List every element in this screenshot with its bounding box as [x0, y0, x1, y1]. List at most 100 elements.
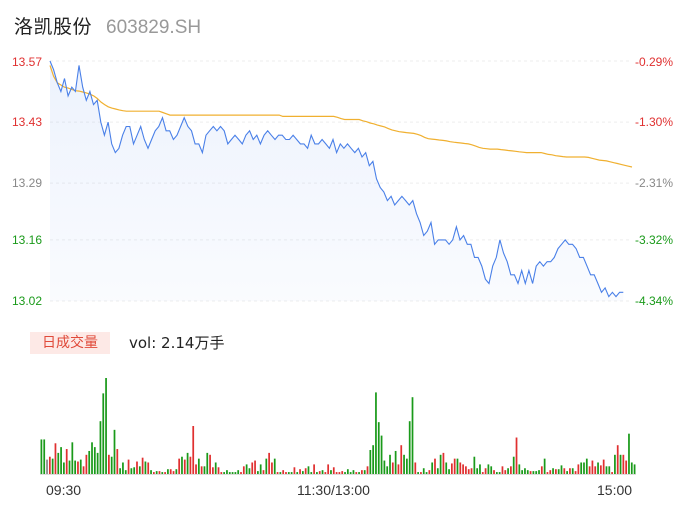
y2-tick-label: -1.30% [635, 115, 673, 129]
volume-bar [57, 452, 60, 474]
volume-bar [183, 459, 186, 474]
volume-bar [549, 470, 552, 474]
volume-bar [43, 439, 46, 474]
volume-bar [65, 449, 68, 474]
volume-bar [338, 472, 341, 474]
volume-bar [240, 472, 242, 474]
volume-bar [330, 470, 332, 474]
volume-bar [234, 472, 237, 474]
volume-bar [48, 456, 51, 474]
volume-bar [372, 445, 375, 474]
volume-bar [493, 470, 495, 474]
volume-bar [476, 468, 479, 474]
volume-bar [231, 472, 234, 474]
volume-bar [386, 466, 389, 474]
volume-bar [91, 442, 93, 474]
volume-bar [538, 470, 540, 474]
volume-bar [420, 472, 422, 474]
volume-bar [622, 454, 625, 474]
volume-bar [262, 470, 265, 474]
volume-bar [434, 458, 436, 474]
volume-bar [82, 466, 85, 474]
stock-name: 洛凯股份 [14, 16, 93, 38]
volume-bar [310, 472, 313, 474]
volume-bar [361, 470, 363, 474]
volume-bar [287, 472, 290, 474]
volume-bar [445, 462, 448, 474]
stock-code: 603829.SH [106, 17, 202, 38]
volume-bar [74, 460, 77, 474]
volume-bar [487, 464, 490, 474]
volume-bar [507, 468, 509, 474]
volume-bar [93, 447, 96, 474]
volume-bar [212, 467, 214, 474]
volume-bar [383, 460, 386, 474]
volume-bar [105, 378, 107, 474]
volume-bar [332, 467, 335, 474]
volume-bar [540, 466, 543, 474]
price-line [49, 60, 624, 298]
volume-bar [133, 467, 136, 474]
volume-bar [614, 454, 616, 474]
volume-bar [608, 466, 611, 474]
volume-bar [150, 470, 152, 474]
volume-bar [462, 464, 464, 474]
volume-bar [116, 449, 119, 474]
volume-bar [436, 468, 439, 474]
volume-bar [203, 466, 206, 474]
volume-tab-badge[interactable]: 日成交量 [30, 332, 110, 354]
volume-bar [439, 454, 442, 474]
volume-bar [552, 468, 554, 474]
volume-bar [88, 450, 91, 474]
volume-bar [299, 469, 301, 474]
volume-bar [251, 462, 254, 474]
volume-bar [99, 421, 102, 474]
volume-bar [316, 472, 318, 474]
volume-bar [68, 460, 71, 474]
y2-tick-label: -2.31% [635, 176, 673, 190]
volume-bar [226, 470, 228, 474]
stock-header: 洛凯股份 603829.SH [14, 12, 201, 40]
volume-bar [588, 466, 591, 474]
volume-bar [144, 461, 147, 474]
volume-bar [321, 470, 324, 474]
average-price-line [49, 65, 633, 168]
volume-bar [209, 454, 211, 474]
volume-bar [71, 442, 74, 474]
volume-bar [349, 472, 352, 474]
volume-bar [242, 466, 245, 474]
volume-bar [192, 426, 195, 474]
volume-bar [197, 458, 200, 474]
volume-bar [515, 437, 518, 474]
volume-bar [228, 472, 231, 474]
volume-bar [605, 466, 608, 474]
volume-bar [377, 422, 380, 474]
x-tick-label: 15:00 [597, 482, 633, 498]
y2-tick-label: -4.34% [635, 294, 673, 308]
volume-bar [394, 450, 397, 474]
volume-bar [254, 460, 256, 474]
volume-bar [397, 464, 400, 474]
volume-bar [521, 470, 524, 474]
volume-bar [152, 472, 155, 474]
volume-bar [400, 445, 403, 474]
volume-bar [352, 470, 355, 474]
volume-bar [124, 470, 127, 474]
volume-bar [237, 470, 240, 474]
volume-bar [532, 471, 535, 474]
volume-bar [318, 471, 321, 474]
volume-bar [245, 464, 248, 474]
volume-bar [366, 466, 369, 474]
volume-bar [248, 468, 251, 474]
volume-bar [259, 464, 262, 474]
volume-bar [265, 458, 268, 474]
volume-bar [161, 472, 164, 474]
volume-bar [574, 471, 577, 474]
volume-bar [60, 447, 62, 474]
volume-bar [375, 392, 377, 474]
volume-bar [285, 472, 287, 474]
volume-bar [450, 463, 453, 474]
volume-bar [279, 472, 282, 474]
volume-bar [307, 466, 310, 474]
